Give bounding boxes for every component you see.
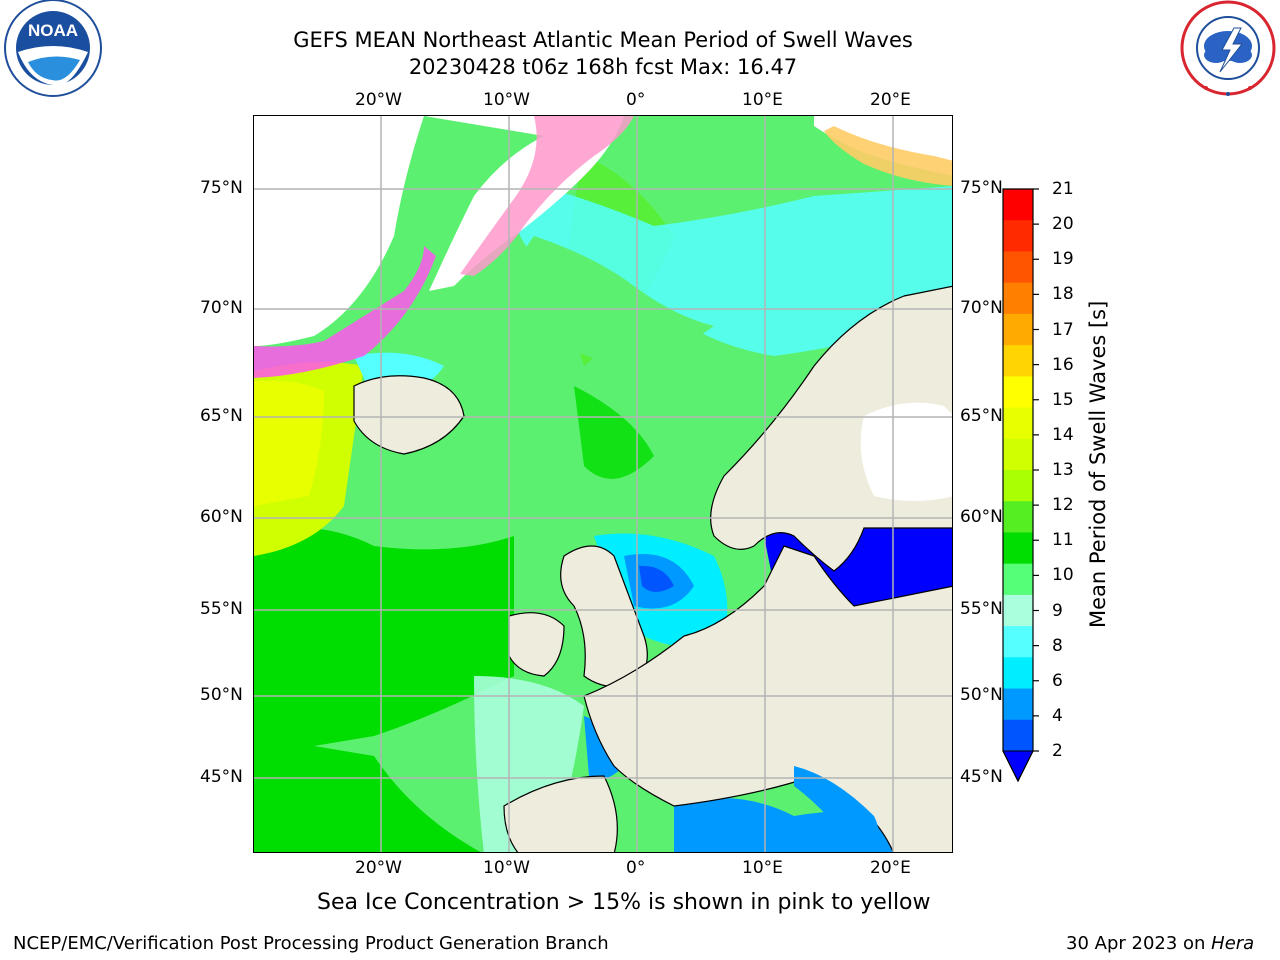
lat-label-right: 60°N — [960, 507, 1003, 527]
colorbar-tick-label: 11 — [1052, 530, 1074, 551]
lon-label-top: 20°E — [870, 90, 911, 110]
swell-period-map — [254, 116, 952, 852]
noaa-logo-text: NOAA — [28, 21, 78, 40]
colorbar-ticks: 21 20 19 18 17 16 15 14 13 12 11 10 9 8 6 4 2 — [1052, 179, 1092, 787]
colorbar-tick-label: 21 — [1052, 179, 1074, 199]
colorbar-outline — [1002, 188, 1034, 783]
lon-label-top: 10°E — [742, 90, 783, 110]
colorbar-segment — [1003, 532, 1033, 565]
chart-subtitle: 20230428 t06z 168h fcst Max: 16.47 — [408, 55, 798, 79]
colorbar-segment — [1003, 189, 1033, 221]
colorbar-segment — [1003, 282, 1033, 315]
colorbar-segment — [1003, 251, 1033, 284]
iberia-land — [503, 775, 618, 852]
period-zone-10-11 — [574, 386, 654, 479]
lat-label-left: 60°N — [200, 507, 243, 527]
lat-label-right: 70°N — [960, 298, 1003, 318]
lat-label-right: 45°N — [960, 767, 1003, 787]
colorbar-tick-label: 10 — [1052, 565, 1074, 586]
scandinavia-snow — [860, 402, 952, 501]
colorbar-tick-label: 16 — [1052, 354, 1074, 375]
ireland-land — [508, 612, 565, 677]
map-panel — [253, 115, 953, 853]
colorbar-tick-label: 19 — [1052, 249, 1074, 270]
colorbar-tick-label: 12 — [1052, 495, 1074, 516]
lat-label-left: 70°N — [200, 298, 243, 318]
footer-date-text: 30 Apr 2023 on — [1066, 933, 1212, 954]
lon-label-top: 0° — [626, 90, 646, 110]
lon-label-top: 10°W — [483, 90, 530, 110]
lon-label-top: 20°W — [355, 90, 402, 110]
colorbar-segment — [1003, 376, 1033, 409]
colorbar-underflow-arrow — [1002, 750, 1034, 783]
noaa-logo: NOAA — [4, 0, 102, 97]
period-zone-2-4 — [794, 766, 879, 852]
colorbar-segment — [1003, 220, 1033, 252]
colorbar-segment — [1003, 313, 1033, 346]
footer-machine: Hera — [1211, 933, 1255, 954]
lat-label-right: 75°N — [960, 178, 1003, 198]
colorbar-segment — [1003, 501, 1033, 533]
colorbar — [1002, 188, 1039, 783]
colorbar-segment — [1003, 563, 1033, 596]
lat-label-right: 55°N — [960, 599, 1003, 619]
chart-title: GEFS MEAN Northeast Atlantic Mean Period… — [293, 28, 913, 52]
colorbar-tick-label: 4 — [1052, 705, 1063, 726]
lon-label-bottom: 20°E — [870, 858, 911, 878]
scandinavia-land — [710, 285, 952, 572]
colorbar-tick-label: 8 — [1052, 635, 1063, 656]
colorbar-tick-label: 17 — [1052, 319, 1074, 340]
colorbar-segment — [1003, 470, 1033, 502]
period-zone-13-14 — [254, 380, 324, 506]
lat-label-left: 75°N — [200, 178, 243, 198]
colorbar-tick-label: 18 — [1052, 284, 1074, 305]
period-zone-9-10 — [511, 236, 714, 366]
colorbar-tick-label: 2 — [1052, 741, 1063, 761]
colorbar-segment — [1003, 719, 1033, 752]
continental-europe-land — [583, 545, 952, 852]
footer-date: 30 Apr 2023 on Hera — [1066, 933, 1254, 954]
sea-ice-edge — [254, 246, 436, 378]
lon-label-bottom: 0° — [626, 858, 646, 878]
colorbar-segment — [1003, 657, 1033, 690]
colorbar-segment — [1003, 407, 1033, 440]
lat-label-right: 50°N — [960, 685, 1003, 705]
colorbar-segment — [1003, 345, 1033, 377]
colorbar-tick-label: 14 — [1052, 424, 1074, 445]
lat-label-left: 50°N — [200, 685, 243, 705]
footer-credit: NCEP/EMC/Verification Post Processing Pr… — [13, 933, 609, 954]
lon-label-bottom: 10°E — [742, 858, 783, 878]
colorbar-segment — [1003, 438, 1033, 471]
colorbar-segment — [1003, 688, 1033, 721]
nws-logo — [1180, 0, 1276, 96]
lat-label-right: 65°N — [960, 406, 1003, 426]
lon-label-bottom: 20°W — [355, 858, 402, 878]
sea-ice-edge — [460, 116, 634, 276]
colorbar-segment — [1003, 594, 1033, 627]
sea-ice-caption: Sea Ice Concentration > 15% is shown in … — [317, 890, 931, 915]
colorbar-tick-label: 20 — [1052, 214, 1074, 235]
colorbar-segment — [1003, 626, 1033, 658]
period-zone-2 — [639, 565, 674, 592]
period-zone-10-11 — [254, 736, 481, 852]
colorbar-title: Mean Period of Swell Waves [s] — [1086, 300, 1110, 628]
map-gridlines — [254, 116, 952, 852]
lat-label-left: 55°N — [200, 599, 243, 619]
colorbar-tick-label: 6 — [1052, 670, 1063, 691]
lon-label-bottom: 10°W — [483, 858, 530, 878]
colorbar-tick-label: 9 — [1052, 600, 1063, 621]
colorbar-tick-label: 15 — [1052, 389, 1074, 410]
sea-ice-edge — [824, 126, 952, 186]
lat-label-left: 65°N — [200, 406, 243, 426]
lat-label-left: 45°N — [200, 767, 243, 787]
colorbar-tick-label: 13 — [1052, 460, 1074, 480]
period-zone-6-8 — [504, 176, 952, 356]
period-zone-10-11 — [254, 528, 514, 756]
